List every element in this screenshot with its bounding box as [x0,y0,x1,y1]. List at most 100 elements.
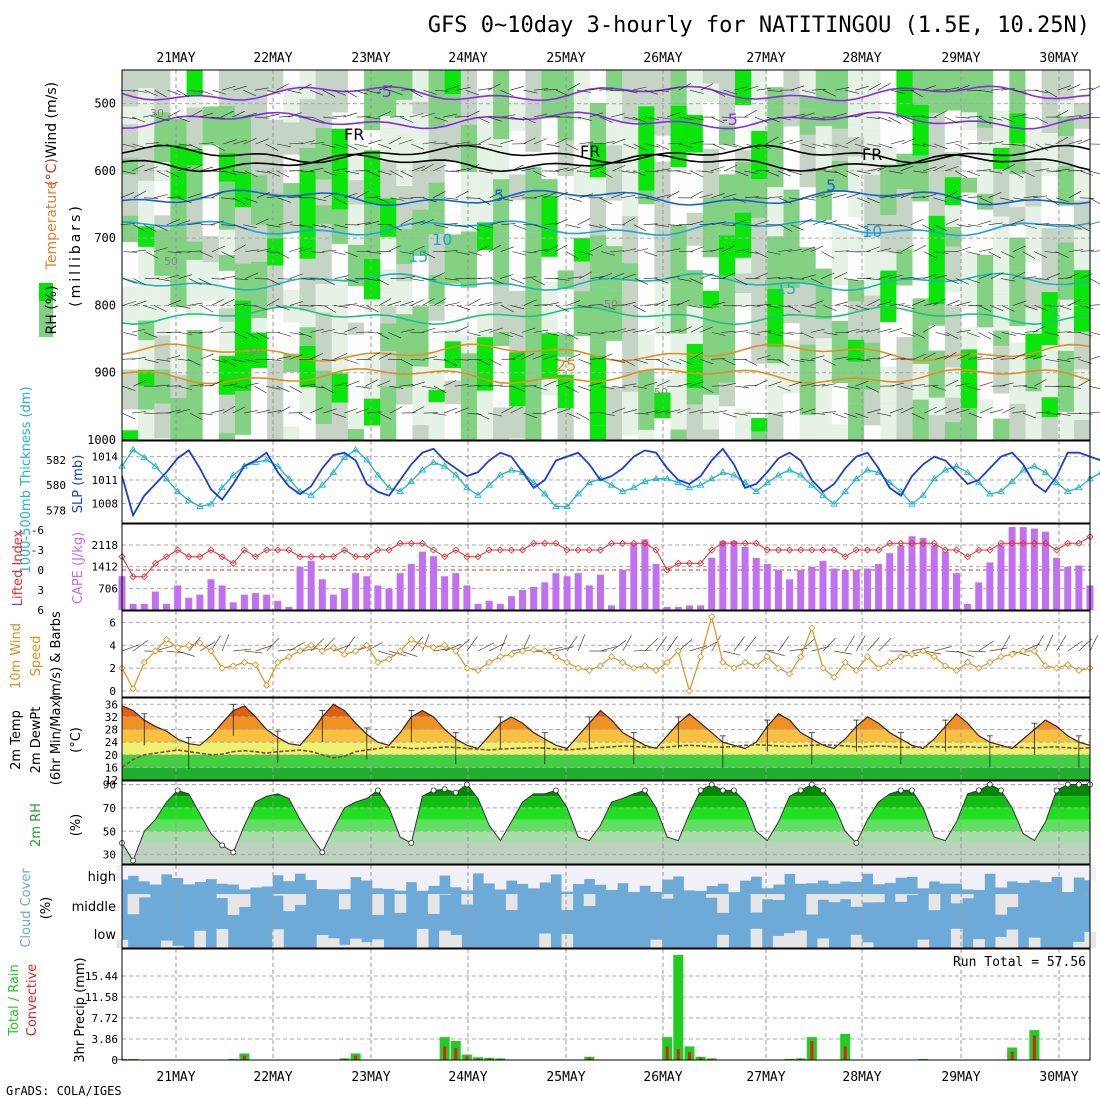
rh-cell [848,70,865,125]
wind-barb [455,168,470,172]
wind-barb [543,380,557,387]
cloud-high-clear [784,865,796,874]
rh-cell [186,377,204,423]
wind-barb [934,110,948,118]
wind-barb [410,358,425,361]
wind-barb [735,170,749,177]
wind-barb [166,170,179,178]
wind-barb [220,110,234,118]
wind-barb [234,278,249,281]
rh-cell [331,243,349,279]
wind-barb-10m [177,650,195,657]
wind-barb [376,197,390,204]
wind-barb [666,86,680,91]
cape-bar [352,573,360,610]
wind-barb [676,299,690,306]
wind-barb [223,383,238,387]
rh-cell [267,70,284,93]
wind-barb [445,302,460,306]
rh-cell [606,70,623,92]
rh-cell [412,256,430,307]
precip-convective-bar [454,1048,458,1060]
cape-bar [441,576,449,610]
wind-speed-point [307,641,315,649]
wind-speed-point [752,662,760,670]
rh-cell [315,312,333,353]
wind-barb [966,385,981,391]
cloud-high-clear [750,865,763,877]
wind-barb [243,224,257,229]
wind-barb [1089,278,1100,285]
precip-convective-bar [710,1058,714,1060]
precip-convective-bar [465,1056,469,1060]
wind-speed-point [374,658,382,666]
wind-barb [635,278,649,285]
wind-barb [1022,412,1037,419]
wind-barb [1033,195,1048,199]
wind-barb [754,379,768,387]
wind-barb [823,305,837,312]
wind-barb [189,110,202,118]
wind-barb [123,332,137,336]
wind-barb [777,359,790,367]
wind-barb [254,305,268,311]
wind-barb [1055,251,1069,258]
wind-barb [656,143,670,151]
rh-cell [573,291,591,337]
wind-barb [821,251,835,259]
rh-cell [767,187,785,237]
wind-barb [455,251,470,255]
wind-barb [145,277,160,279]
wind-barb [579,271,592,279]
wind-barb [368,139,382,145]
cape-bar [496,603,504,610]
wind-barb [187,359,201,366]
rh-extreme-point [1064,781,1071,788]
rh-cell [444,380,462,405]
wind-barb [833,112,847,118]
wind-barb [1078,379,1091,387]
cape-bar [229,602,237,610]
cloud-high-clear [261,865,273,887]
wind-barb [644,303,659,306]
rh-extreme-point [808,781,815,788]
wind-barb [677,278,692,282]
rh-cell [444,368,462,381]
wind-barb [423,197,437,203]
rh-cell [799,434,817,440]
wind-barb [1091,332,1100,335]
rh-cell [396,365,413,388]
wind-barb [888,116,902,124]
wind-barb [1046,412,1061,416]
wind-speed-point [263,681,271,689]
wind-barb [533,193,548,199]
wind-barb [188,143,202,151]
wind-barb [467,332,481,337]
wind-barb [744,110,757,118]
wind-barb [689,409,704,414]
rh-cell [622,434,639,440]
wind-barb [867,298,881,306]
wind-barb [991,88,1006,91]
cape-bar [697,605,705,610]
rh-cell [960,349,978,409]
wind-barb [1066,272,1080,279]
wind-barb [200,353,214,360]
thickness-point [763,478,772,486]
wind-barb [622,273,636,279]
rh-cell [541,378,559,396]
precip-legend-total-rain: Total / Rain [7,964,22,1037]
cloud-low-clear [1073,941,1085,948]
wind-barb [421,112,435,118]
wind-barb [445,170,460,173]
cape-bar [307,560,315,610]
wind-barb [521,327,536,333]
li-point [786,546,794,554]
wind-barb [545,143,560,148]
wind-barb [243,410,258,414]
wind-barb [1080,197,1095,199]
thickness-point [696,481,705,488]
wind-barb [732,219,747,226]
wind-barb [299,224,314,229]
wind-barb [732,305,747,307]
